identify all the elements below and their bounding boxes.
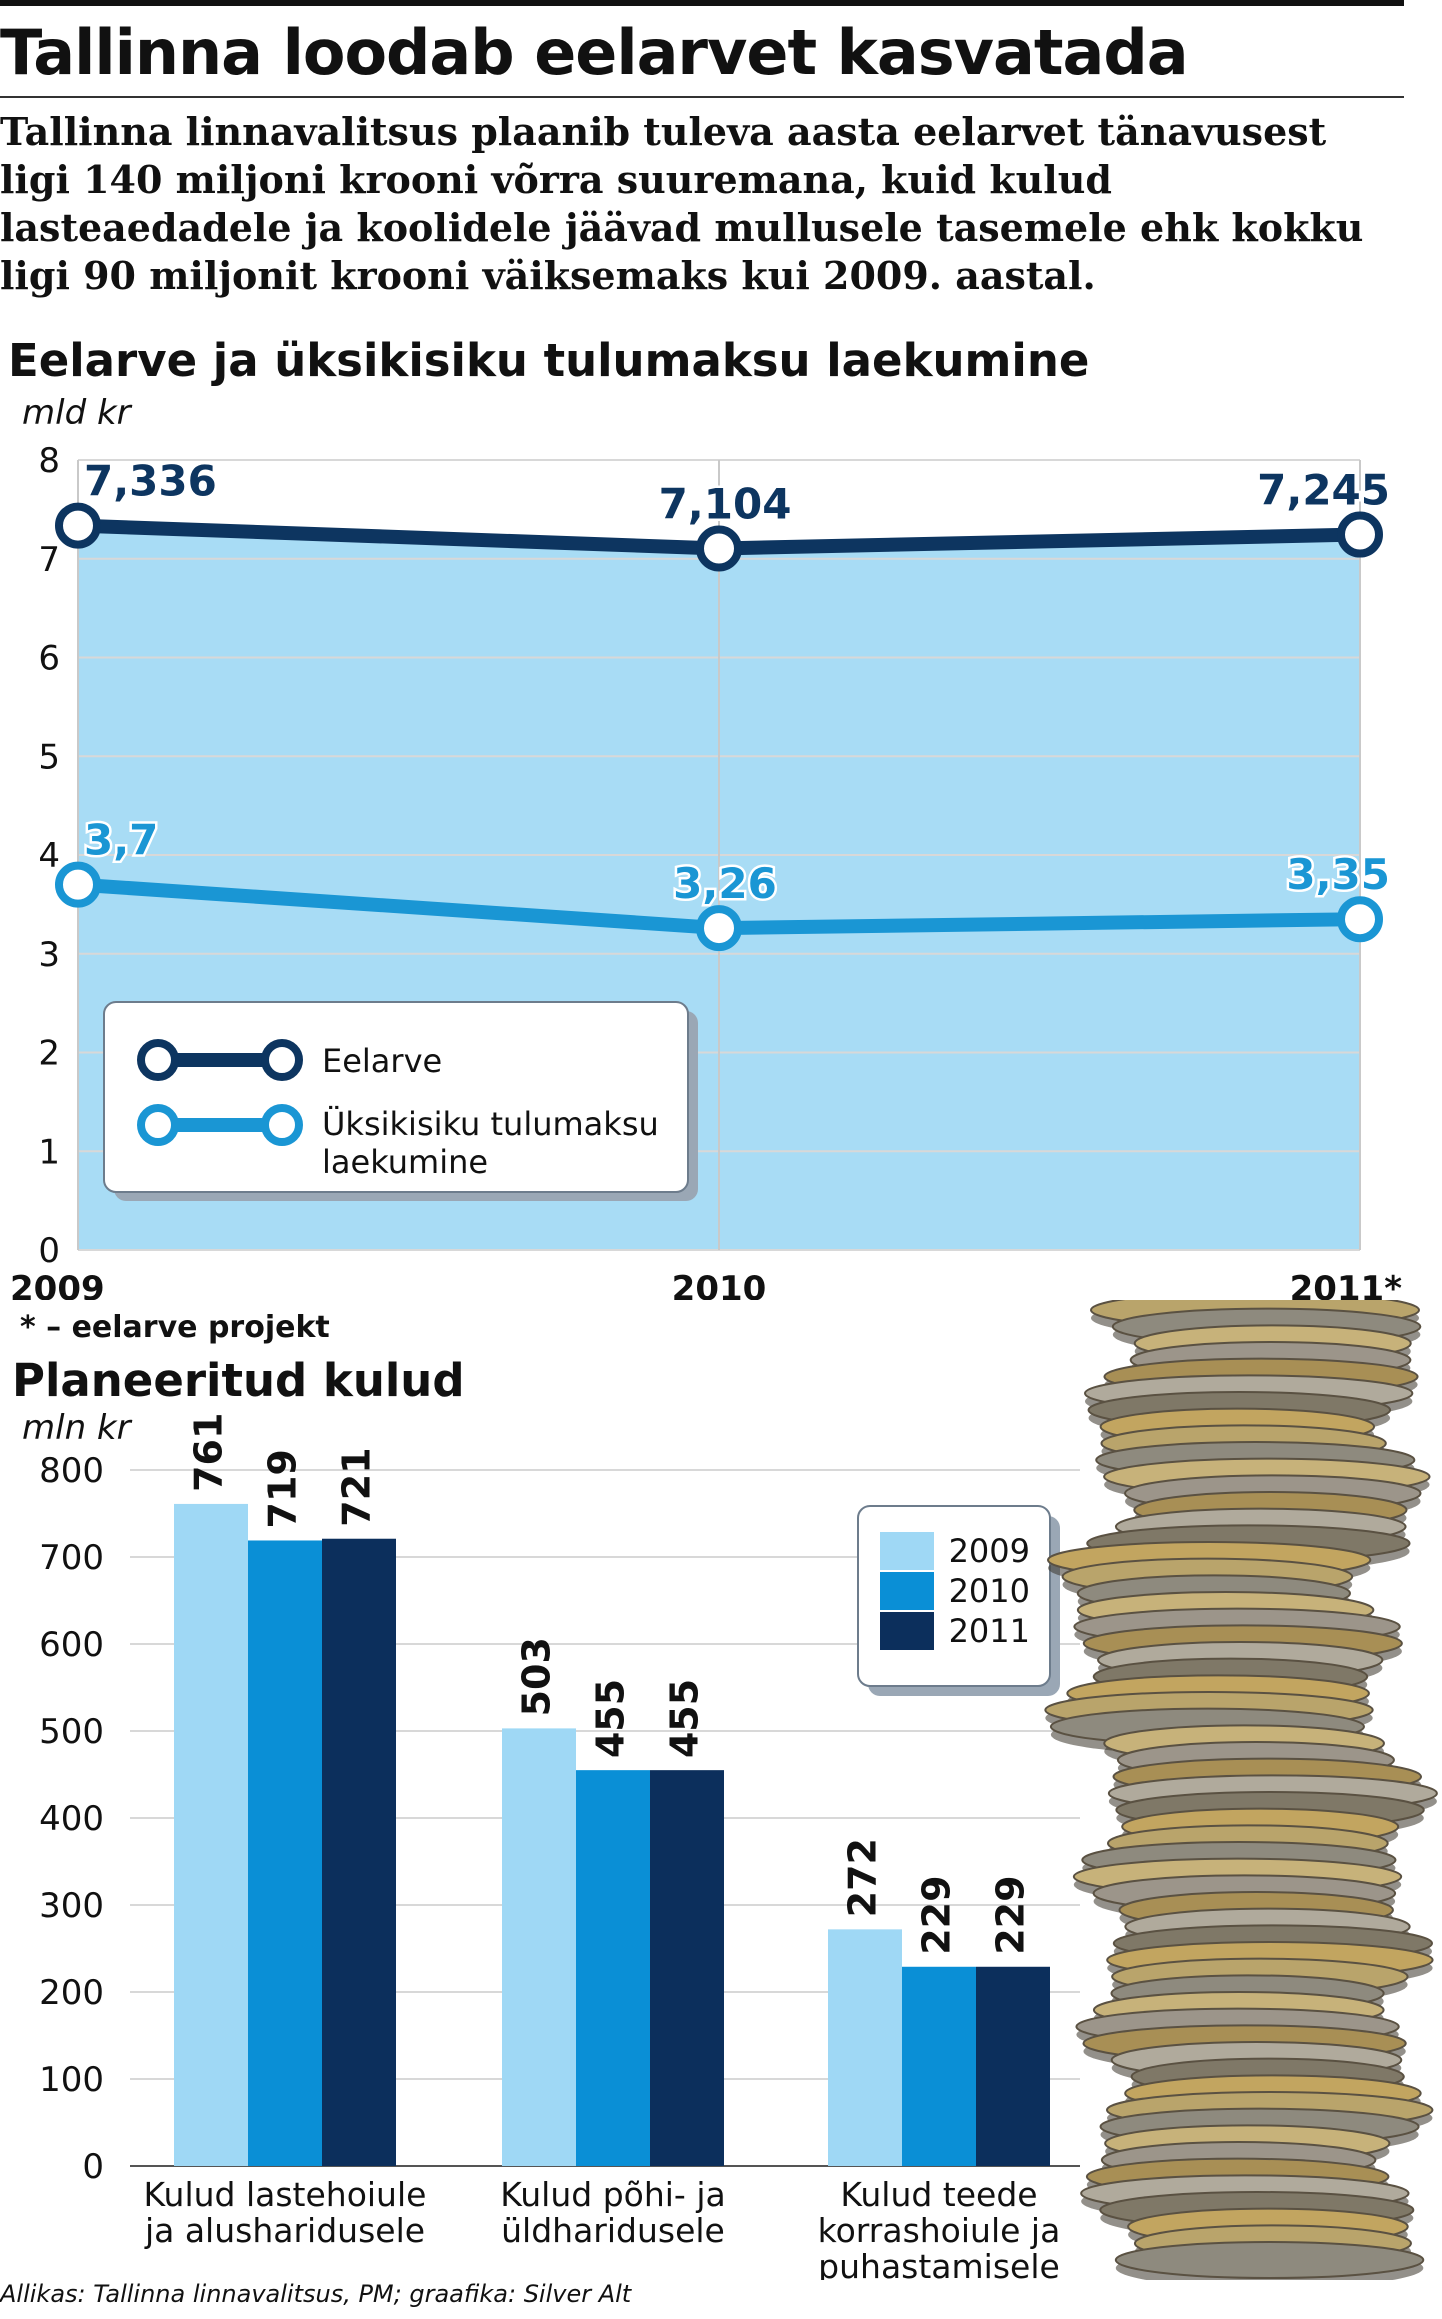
lead-paragraph: Tallinna linnavalitsus plaanib tuleva aa…: [0, 109, 1364, 298]
legend-marker: [261, 1104, 303, 1146]
y-tick-label: 7: [38, 540, 60, 580]
line-chart-unit: mld kr: [22, 393, 131, 433]
headline: Tallinna loodab eelarvet kasvatada: [0, 10, 1404, 98]
bar-value-label: 272: [841, 1838, 885, 1917]
data-label: 3,7: [84, 816, 158, 865]
bar-chart-title: Planeeritud kulud: [12, 1354, 465, 1407]
legend: Eelarve Üksikisiku tulumaksu laekumine: [103, 1001, 698, 1201]
data-label: 7,104: [659, 479, 792, 528]
y-tick-label: 0: [38, 1231, 60, 1271]
category-label-line: Kulud teede: [840, 2175, 1037, 2214]
category-label-line: korrashoiule ja: [818, 2211, 1061, 2250]
y-tick-label: 0: [82, 2147, 104, 2187]
category-label: Kulud teede korrashoiule ja puhastamisele: [818, 2175, 1061, 2280]
x-tick-label: 2010: [672, 1269, 767, 1300]
y-tick-label: 700: [39, 1538, 104, 1578]
bar-2010: [248, 1540, 322, 2166]
y-tick-label: 200: [39, 1973, 104, 2013]
data-label: 3,26: [673, 859, 777, 908]
legend-marker: [137, 1039, 179, 1081]
bar-2009: [174, 1503, 248, 2166]
bar-chart-unit: mln kr: [22, 1408, 131, 1448]
bar-2011: [322, 1538, 396, 2166]
y-tick-label: 300: [39, 1886, 104, 1926]
data-label: 3,35: [1286, 850, 1390, 899]
legend-label-line: laekumine: [322, 1143, 488, 1181]
y-tick-label: 800: [39, 1451, 104, 1491]
legend-swatch: [880, 1612, 934, 1650]
coin-stack-illustration: [1044, 1300, 1438, 2280]
source-credit: Allikas: Tallinna linnavalitsus, PM; gra…: [0, 2280, 632, 2308]
legend-marker: [261, 1039, 303, 1081]
y-tick-label: 1: [38, 1132, 60, 1172]
y-tick-label: 400: [39, 1799, 104, 1839]
legend-label-tulumaks: Üksikisiku tulumaksu laekumine: [322, 1105, 659, 1181]
data-point: [1337, 511, 1383, 558]
bar-value-label: 455: [589, 1679, 633, 1758]
y-tick-label: 5: [38, 737, 60, 777]
data-label: 7,245: [1257, 466, 1390, 515]
bar-2009: [502, 1728, 576, 2166]
bar-value-label: 503: [515, 1637, 559, 1716]
category-label-line: ja alusharidusele: [144, 2211, 425, 2250]
bar-2011: [976, 1966, 1050, 2166]
x-tick-label: 2011*: [1290, 1269, 1403, 1300]
category-label-line: üldharidusele: [501, 2211, 725, 2250]
line-chart: 0 1 2 3 4 5 6 7 8 2009 2010 2011* 7,336 7,104 7,245 3,7…: [10, 441, 1403, 1300]
bar-value-label: 455: [663, 1679, 707, 1758]
top-rule: [0, 0, 1404, 6]
y-tick-label: 500: [39, 1712, 104, 1752]
legend-label: 2010: [949, 1572, 1030, 1610]
y-tick-label: 6: [38, 639, 60, 679]
legend-swatch: [880, 1532, 934, 1570]
y-tick-label: 2: [38, 1034, 60, 1074]
category-label-line: puhastamisele: [818, 2247, 1060, 2280]
footnote: * – eelarve projekt: [20, 1310, 330, 1345]
legend-box: [103, 1001, 689, 1193]
x-tick-label: 2009: [10, 1269, 105, 1300]
bar-value-label: 229: [915, 1875, 959, 1954]
data-label: 7,336: [84, 457, 217, 506]
data-point: [55, 502, 101, 549]
legend-marker: [137, 1104, 179, 1146]
bar-2011: [650, 1770, 724, 2166]
bar-value-label: 719: [261, 1449, 305, 1528]
bar-value-label: 761: [187, 1413, 231, 1492]
bar-2010: [902, 1966, 976, 2166]
line-chart-title: Eelarve ja üksikisiku tulumaksu laekumin…: [8, 334, 1090, 387]
y-tick-label: 3: [38, 935, 60, 975]
y-tick-label: 100: [39, 2060, 104, 2100]
y-tick-label: 8: [38, 441, 60, 481]
y-tick-label: 600: [39, 1625, 104, 1665]
legend-label: 2009: [949, 1532, 1030, 1570]
bar-2009: [828, 1929, 902, 2166]
data-point: [696, 905, 742, 952]
bar-value-label: 229: [989, 1875, 1033, 1954]
legend-label-line: Üksikisiku tulumaksu: [322, 1105, 659, 1143]
data-point: [696, 525, 742, 572]
category-label: Kulud lastehoiule ja alusharidusele: [144, 2175, 427, 2250]
bar-value-label: 721: [335, 1447, 379, 1526]
legend-swatch: [880, 1572, 934, 1610]
category-label-line: Kulud lastehoiule: [144, 2175, 427, 2214]
data-point: [1337, 896, 1383, 943]
bar-2010: [576, 1770, 650, 2166]
category-label: Kulud põhi- ja üldharidusele: [500, 2175, 725, 2250]
legend-label: 2011: [949, 1612, 1030, 1650]
y-tick-label: 4: [38, 836, 60, 876]
coin: [1114, 2241, 1425, 2279]
bar-chart: 0 100 200 300 400 500 600 700 800 761 719 721 Kulud …: [39, 1300, 1438, 2280]
data-point: [55, 861, 101, 908]
legend-label-eelarve: Eelarve: [322, 1042, 442, 1080]
category-label-line: Kulud põhi- ja: [500, 2175, 725, 2214]
